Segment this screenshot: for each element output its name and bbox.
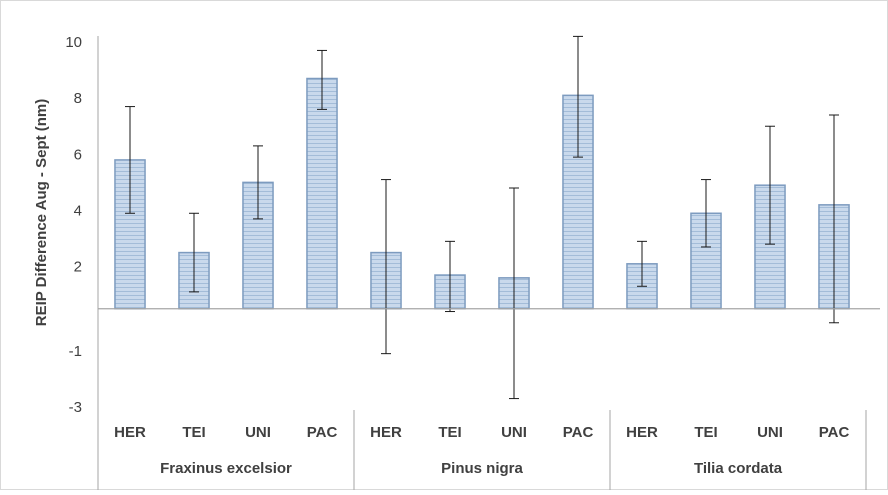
x-category-label: HER (370, 424, 402, 441)
y-tick-label: 6 (74, 146, 82, 163)
x-category-label: TEI (438, 424, 461, 441)
x-category-label: HER (626, 424, 658, 441)
y-tick-label: 2 (74, 259, 82, 276)
x-category-label: TEI (182, 424, 205, 441)
x-group-label: Pinus nigra (441, 460, 523, 477)
y-axis-title: REIP Difference Aug - Sept (nm) (33, 99, 50, 327)
x-category-label: UNI (245, 424, 271, 441)
y-tick-label: 4 (74, 202, 82, 219)
y-tick-label: 8 (74, 90, 82, 107)
x-category-label: PAC (563, 424, 594, 441)
x-category-label: PAC (307, 424, 338, 441)
y-tick-label: 10 (65, 34, 82, 51)
y-tick-label: -3 (69, 399, 82, 416)
x-category-label: HER (114, 424, 146, 441)
x-category-label: UNI (757, 424, 783, 441)
bar-fraxinus-excelsior-pac (306, 77, 338, 310)
x-group-label: Tilia cordata (694, 460, 783, 477)
y-tick-label: -1 (69, 343, 82, 360)
x-category-label: PAC (819, 424, 850, 441)
x-category-label: UNI (501, 424, 527, 441)
x-category-label: TEI (694, 424, 717, 441)
x-group-label: Fraxinus excelsior (160, 460, 292, 477)
